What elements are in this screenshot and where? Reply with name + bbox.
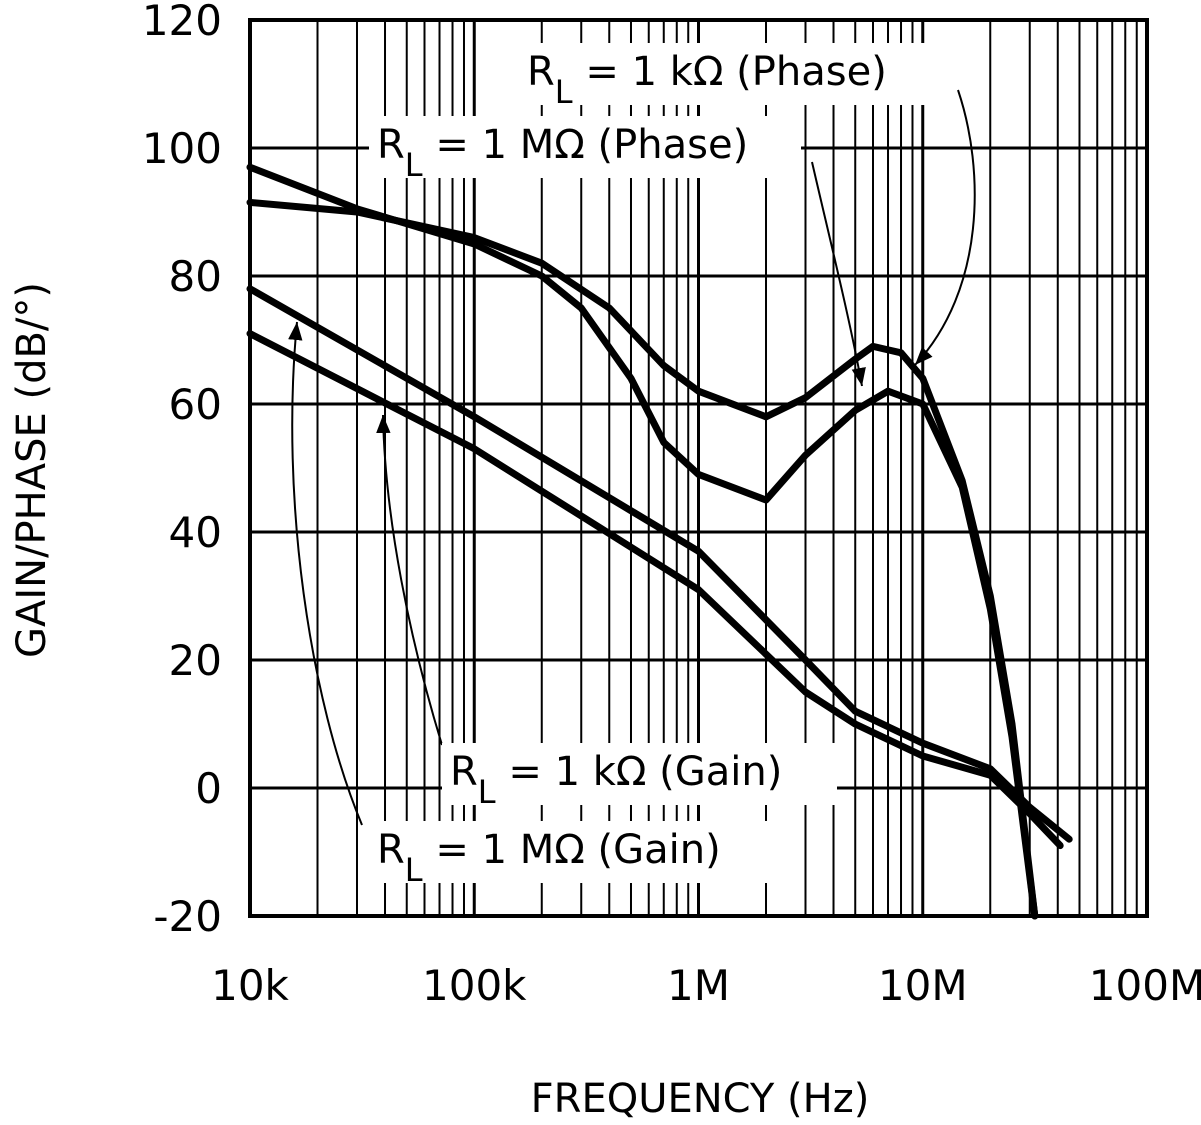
y-tick-label: 80: [169, 252, 222, 301]
annotation: RL = 1 MΩ (Phase): [377, 122, 748, 184]
annotation: RL = 1 MΩ (Gain): [377, 827, 721, 889]
y-tick-label: 20: [169, 636, 222, 685]
annotation-text: = 1 MΩ (Phase): [423, 122, 749, 168]
plot-frame: [248, 18, 1149, 918]
y-tick-label: -20: [153, 892, 222, 941]
annotation: RL = 1 kΩ (Phase): [527, 49, 887, 111]
y-tick-label: 40: [169, 508, 222, 557]
annotation-subscript: L: [478, 773, 496, 811]
x-tick-label: 1M: [667, 961, 730, 1010]
x-tick-label: 100M: [1089, 961, 1201, 1010]
y-tick-label: 60: [169, 380, 222, 429]
y-tick-label: 0: [195, 764, 222, 813]
x-tick-label: 10M: [878, 961, 968, 1010]
series-line: [246, 330, 1064, 850]
series-line: [246, 163, 1039, 920]
annotation-text: = 1 kΩ (Gain): [496, 749, 783, 795]
annotation-prefix: R: [450, 749, 478, 795]
x-tick-label: 10k: [211, 961, 289, 1010]
annotation-subscript: L: [405, 851, 423, 889]
annotation-arrow: [811, 161, 866, 387]
annotation: RL = 1 kΩ (Gain): [450, 749, 782, 811]
annotation-arrow: [376, 414, 443, 746]
x-axis-label: FREQUENCY (Hz): [531, 1076, 870, 1121]
y-tick-label: 120: [142, 0, 222, 45]
annotation-text: = 1 kΩ (Phase): [573, 49, 887, 95]
annotation-prefix: R: [377, 827, 405, 873]
annotation-background: [442, 743, 837, 805]
x-tick-label: 100k: [422, 961, 527, 1010]
y-axis-label: GAIN/PHASE (dB/°): [9, 282, 55, 658]
annotation-prefix: R: [377, 122, 405, 168]
annotation-text: = 1 MΩ (Gain): [423, 827, 721, 873]
annotation-subscript: L: [555, 73, 573, 111]
annotation-subscript: L: [405, 146, 423, 184]
annotation-arrow: [914, 89, 976, 366]
y-tick-label: 100: [142, 124, 222, 173]
annotation-arrow: [288, 321, 363, 826]
annotation-background: [369, 116, 801, 178]
annotation-prefix: R: [527, 49, 555, 95]
annotation-background: [519, 43, 944, 105]
series-line: [246, 198, 1039, 920]
annotation-background: [369, 821, 769, 883]
series-line: [246, 285, 1073, 843]
